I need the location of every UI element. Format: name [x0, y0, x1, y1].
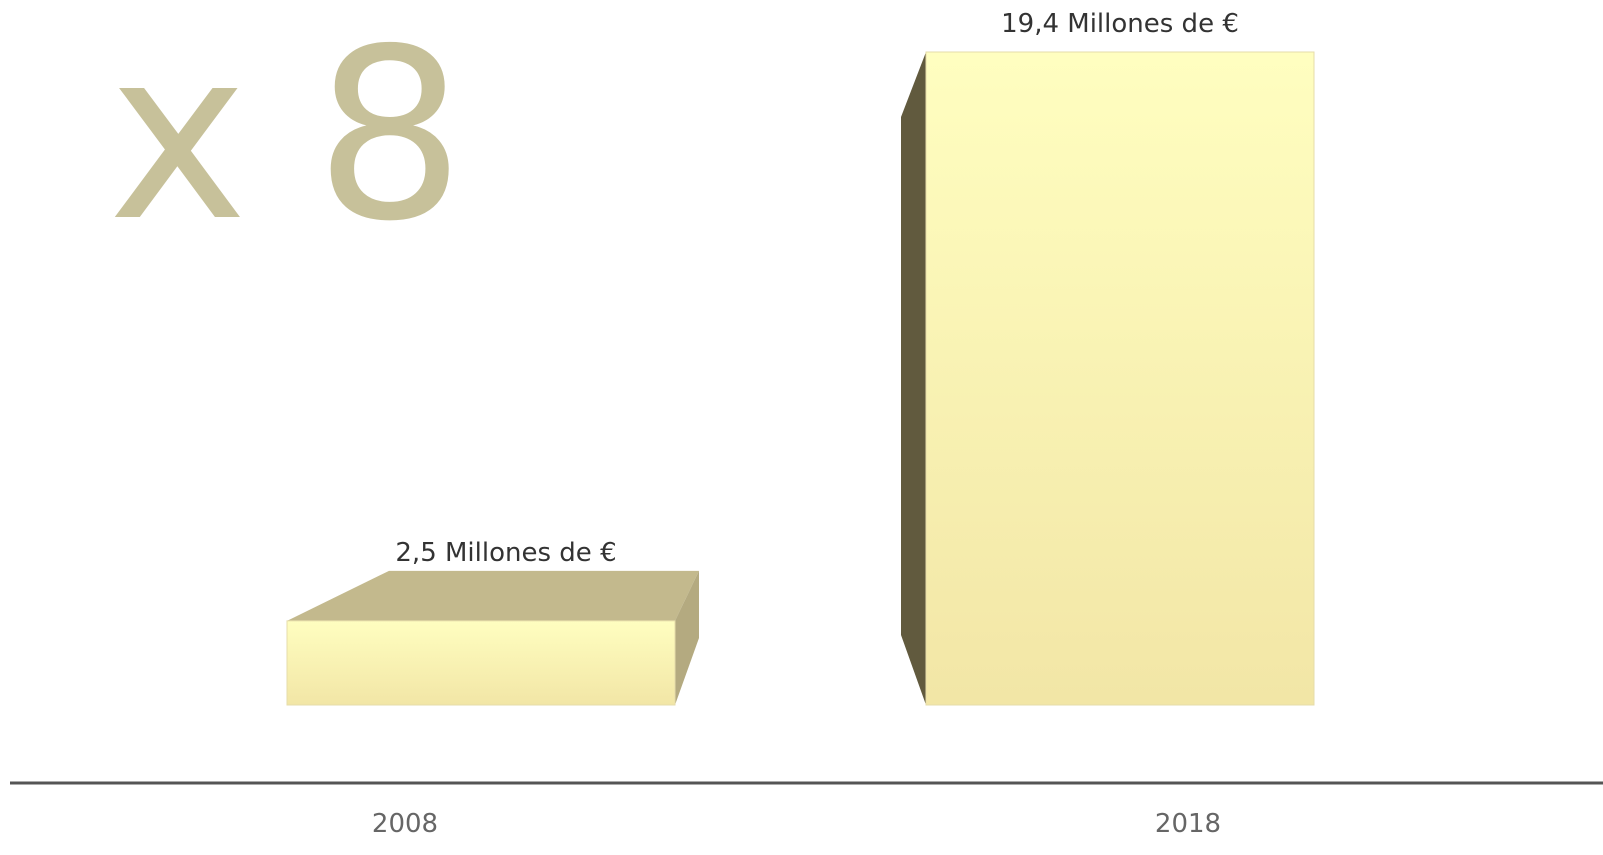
x-tick-label: 2018	[1155, 809, 1221, 839]
bar-2008: 2,5 Millones de €	[286, 538, 699, 706]
bar-front-face	[286, 620, 676, 706]
data-label: 2,5 Millones de €	[395, 538, 616, 568]
bar-front-face	[925, 51, 1315, 706]
multiplier-headline: x 8	[108, 0, 465, 273]
bar-top-face	[287, 570, 699, 621]
bar-2018: 19,4 Millones de €	[901, 9, 1315, 706]
bar-side-face	[675, 570, 699, 705]
x-tick-labels: 2008 2018	[372, 809, 1221, 839]
x-tick-label: 2008	[372, 809, 438, 839]
bars-group: 2,5 Millones de € 19,4 Millones de €	[286, 9, 1315, 706]
data-label: 19,4 Millones de €	[1001, 9, 1239, 39]
bar-side-face	[901, 52, 926, 705]
